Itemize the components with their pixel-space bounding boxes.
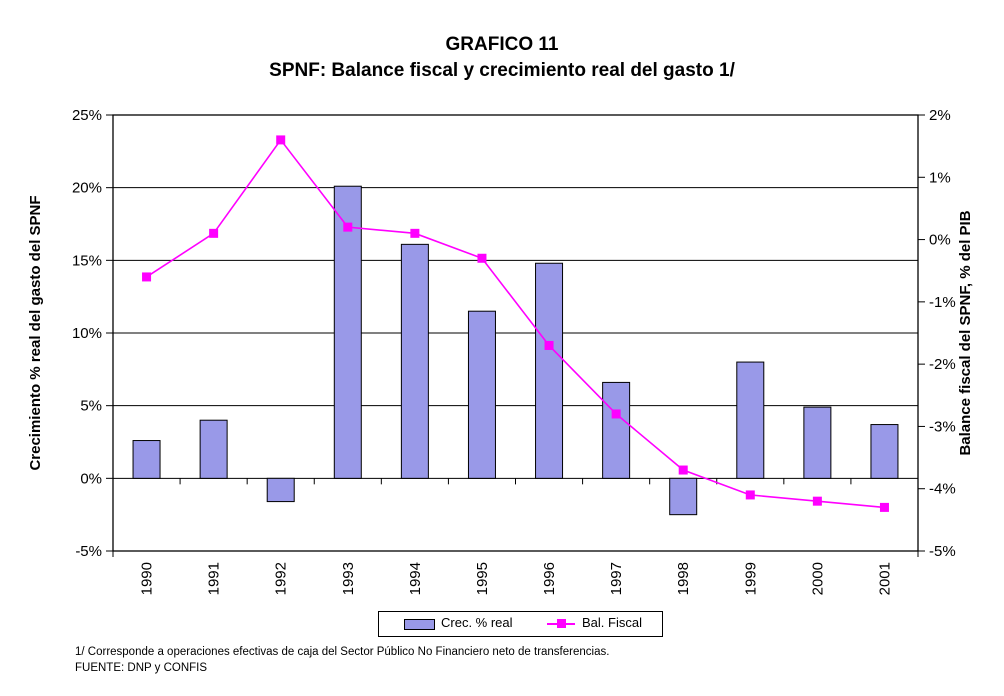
left-tick-label-25%: 25% [72,107,102,124]
footnote-1: 1/ Corresponde a operaciones efectivas d… [75,646,610,658]
legend-line-label: Bal. Fiscal [582,615,642,630]
bal-fiscal-marker-1991 [209,228,219,238]
legend-marker-swatch-icon [557,619,566,628]
right-tick-label--3%: -3% [929,418,956,435]
x-label-1999: 1999 [742,562,759,595]
bal-fiscal-line [146,138,885,509]
bar-2000 [803,406,832,479]
right-tick-label-1%: 1% [929,169,951,186]
right-tick-label--1%: -1% [929,294,956,311]
bar-1992 [266,477,295,503]
x-label-1995: 1995 [474,562,491,595]
bal-fiscal-marker-1995 [477,253,487,263]
x-label-1993: 1993 [340,562,357,595]
bal-fiscal-marker-1999 [745,490,755,500]
left-tick-label-15%: 15% [72,252,102,269]
bal-fiscal-marker-1996 [544,340,554,350]
left-axis-title: Crecimiento % real del gasto del SPNF [27,195,44,471]
bar-1995 [467,310,496,479]
right-tick-label--5%: -5% [929,543,956,560]
left-tick-label--5%: -5% [75,543,102,560]
footnote-source: FUENTE: DNP y CONFIS [75,662,208,674]
x-label-1998: 1998 [675,562,692,595]
bal-fiscal-marker-1990 [142,272,152,282]
left-tick-label-10%: 10% [72,325,102,342]
bar-1990 [132,440,161,479]
left-tick-label-20%: 20% [72,180,102,197]
x-label-1992: 1992 [273,562,290,595]
legend-bar-label: Crec. % real [441,615,513,630]
bal-fiscal-marker-2000 [812,496,822,506]
chart-title: GRAFICO 11 [445,34,559,55]
x-label-1997: 1997 [608,562,625,595]
bal-fiscal-marker-1998 [678,465,688,475]
bar-1991 [199,419,228,479]
bar-1996 [535,262,564,479]
x-label-1994: 1994 [407,562,424,595]
x-label-2001: 2001 [876,562,893,595]
legend-bar-swatch-icon [404,619,435,630]
bal-fiscal-marker-1994 [410,228,420,238]
bal-fiscal-marker-1992 [276,135,286,145]
x-label-1991: 1991 [206,562,223,595]
x-label-2000: 2000 [809,562,826,595]
bar-1997 [602,381,631,479]
chart-legend: Crec. % real Bal. Fiscal [378,611,663,637]
right-tick-label-2%: 2% [929,107,951,124]
right-tick-label-0%: 0% [929,232,951,249]
bar-1994 [400,243,429,479]
x-label-1990: 1990 [139,562,156,595]
x-label-1996: 1996 [541,562,558,595]
chart-plot-area: 25% 20% 15% 10% 5% 0% -5% 2% 1% 0% -1% -2% -3% -4% -5%… [72,107,956,595]
left-tick-label-0%: 0% [80,470,102,487]
bal-fiscal-marker-1993 [343,222,353,232]
right-tick-label--4%: -4% [929,481,956,498]
right-axis-title: Balance fiscal del SPNF, % del PIB [957,210,974,456]
bal-fiscal-marker-1997 [611,409,621,419]
bar-1998 [669,477,698,516]
bar-1999 [736,361,765,479]
bal-fiscal-marker-2001 [879,502,889,512]
bar-1993 [333,185,362,479]
left-tick-label-5%: 5% [80,398,102,415]
bar-2001 [870,424,899,479]
chart-subtitle: SPNF: Balance fiscal y crecimiento real … [269,60,735,81]
right-tick-label--2%: -2% [929,356,956,373]
